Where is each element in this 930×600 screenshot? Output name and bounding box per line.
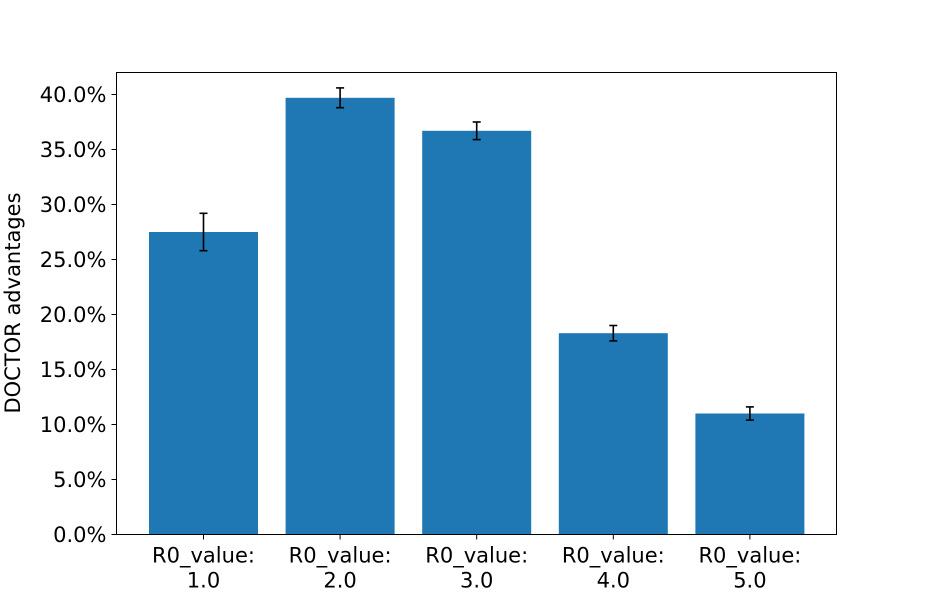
bar (422, 130, 532, 535)
y-axis: 0.0% 5.0% 10.0% 15.0% 20.0% 25.0% 30.0% 35.0% 40… (40, 83, 117, 547)
x-tick-label: R0_value: 2.0 (289, 544, 392, 593)
y-tick-label: 0.0% (53, 523, 106, 547)
x-tick-label-line: 4.0 (597, 569, 630, 593)
x-tick-label-line: R0_value: (698, 544, 801, 569)
error-bars-group (199, 87, 754, 421)
y-tick-label: 15.0% (40, 358, 107, 382)
x-tick-label-line: 3.0 (460, 569, 493, 593)
y-tick-label: 5.0% (53, 468, 106, 492)
bar (149, 232, 258, 535)
y-tick-label: 20.0% (40, 303, 107, 327)
x-tick-label-line: R0_value: (152, 544, 255, 569)
x-tick-label-line: R0_value: (289, 544, 392, 569)
x-axis: R0_value: 1.0R0_value: 2.0R0_value: 3.0R0_v… (152, 534, 801, 593)
x-tick-label: R0_value: 3.0 (425, 544, 528, 593)
x-tick-label: R0_value: 5.0 (698, 544, 801, 593)
bars-group (149, 97, 805, 535)
x-tick-label-line: 5.0 (733, 569, 766, 593)
y-tick-label: 35.0% (40, 138, 107, 162)
bar (285, 97, 395, 535)
y-tick-label: 40.0% (40, 83, 107, 107)
x-tick-label: R0_value: 1.0 (152, 544, 255, 593)
x-tick-label-line: R0_value: (562, 544, 665, 569)
bar (695, 413, 805, 535)
y-tick-label: 30.0% (40, 193, 107, 217)
x-tick-label-line: R0_value: (425, 544, 528, 569)
y-tick-label: 25.0% (40, 248, 107, 272)
y-axis-label: DOCTOR advantages (1, 192, 25, 413)
bar (558, 333, 668, 535)
x-tick-label: R0_value: 4.0 (562, 544, 665, 593)
x-tick-label-line: 1.0 (187, 569, 220, 593)
x-tick-label-line: 2.0 (323, 569, 356, 593)
y-tick-label: 10.0% (40, 413, 107, 437)
